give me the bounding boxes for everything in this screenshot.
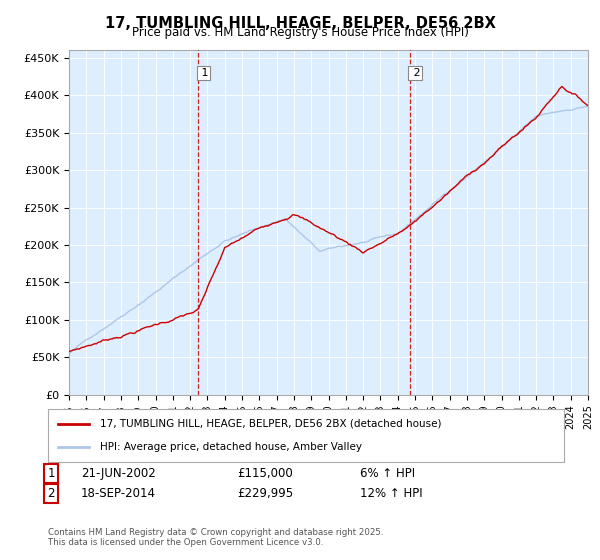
Text: 2: 2 <box>410 68 421 78</box>
Text: 6% ↑ HPI: 6% ↑ HPI <box>360 466 415 480</box>
Text: 2: 2 <box>47 487 55 501</box>
Text: 1: 1 <box>47 466 55 480</box>
Text: 17, TUMBLING HILL, HEAGE, BELPER, DE56 2BX: 17, TUMBLING HILL, HEAGE, BELPER, DE56 2… <box>104 16 496 31</box>
Text: 1: 1 <box>198 68 209 78</box>
Text: £229,995: £229,995 <box>237 487 293 501</box>
Text: HPI: Average price, detached house, Amber Valley: HPI: Average price, detached house, Ambe… <box>100 442 362 452</box>
Text: Contains HM Land Registry data © Crown copyright and database right 2025.
This d: Contains HM Land Registry data © Crown c… <box>48 528 383 547</box>
Text: 18-SEP-2014: 18-SEP-2014 <box>81 487 156 501</box>
Text: 21-JUN-2002: 21-JUN-2002 <box>81 466 156 480</box>
Text: £115,000: £115,000 <box>237 466 293 480</box>
FancyBboxPatch shape <box>48 409 564 462</box>
Text: 17, TUMBLING HILL, HEAGE, BELPER, DE56 2BX (detached house): 17, TUMBLING HILL, HEAGE, BELPER, DE56 2… <box>100 419 441 429</box>
Text: 12% ↑ HPI: 12% ↑ HPI <box>360 487 422 501</box>
Text: Price paid vs. HM Land Registry's House Price Index (HPI): Price paid vs. HM Land Registry's House … <box>131 26 469 39</box>
